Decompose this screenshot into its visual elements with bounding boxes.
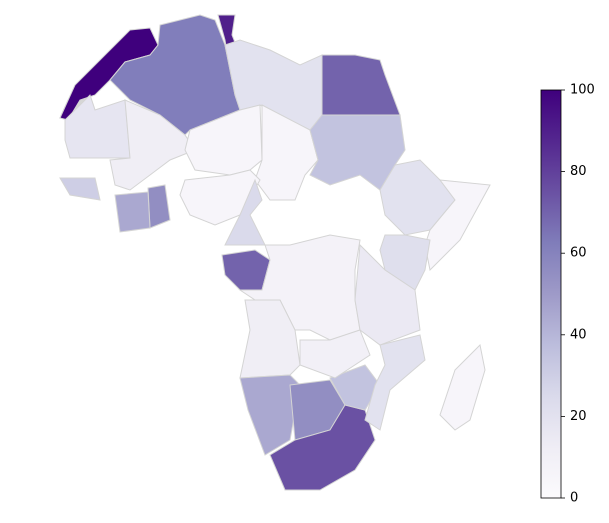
country-region xyxy=(238,234,361,341)
country-region xyxy=(299,329,371,379)
country-region xyxy=(379,234,431,291)
country-region xyxy=(439,343,486,431)
country-region xyxy=(109,99,196,191)
country-region xyxy=(239,374,301,456)
country-region xyxy=(354,243,421,346)
country-region xyxy=(59,177,101,201)
colorbar: 0 20 40 60 80 100 xyxy=(540,83,595,506)
colorbar-tick-label: 100 xyxy=(570,83,595,98)
country-region xyxy=(239,299,301,379)
colorbar-tick-label: 80 xyxy=(570,164,587,179)
colorbar-tick-label: 0 xyxy=(570,491,578,506)
country-region xyxy=(221,249,271,291)
country-region xyxy=(309,114,406,191)
country-region xyxy=(269,404,376,491)
country-region xyxy=(114,191,151,233)
country-region xyxy=(364,334,426,431)
colorbar-tick-label: 60 xyxy=(570,246,587,261)
africa-map xyxy=(59,14,491,491)
country-region xyxy=(224,178,266,246)
country-region xyxy=(321,54,401,116)
colorbar-tick-label: 20 xyxy=(570,409,587,424)
colorbar-tick-label: 40 xyxy=(570,327,587,342)
colorbar-gradient xyxy=(540,89,562,499)
country-region xyxy=(147,184,171,229)
